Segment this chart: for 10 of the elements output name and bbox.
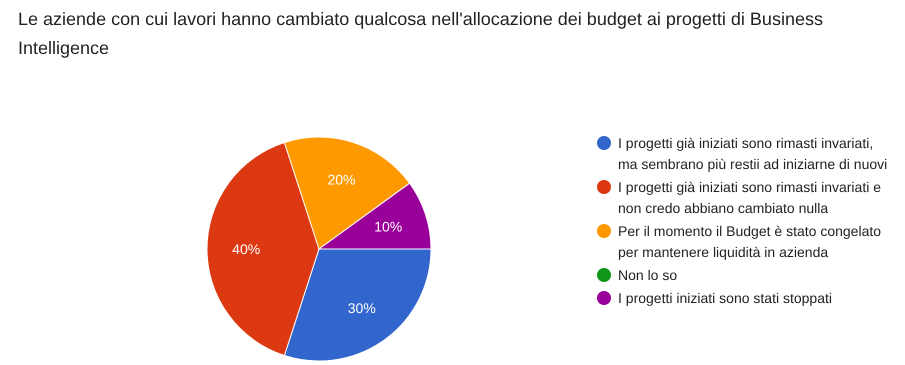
chart-title: Le aziende con cui lavori hanno cambiato qualcosa nell'allocazione dei budget ai progetti di Business Intelligence	[18, 9, 823, 58]
legend-label: I progetti già iniziati sono rimasti invariati e non credo abbiano cambiato nulla	[618, 179, 882, 216]
legend-label: I progetti iniziati sono stati stoppati	[618, 290, 832, 306]
legend-label: Non lo so	[618, 267, 678, 283]
legend-label: I progetti già iniziati sono rimasti invariati, ma sembrano più restii ad iniziarne di nuovi	[618, 135, 888, 172]
data-label: 30%	[348, 300, 376, 316]
legend-label: Per il momento il Budget è stato congelato per mantenere liquidità in azienda	[618, 223, 882, 260]
data-label: 10%	[374, 218, 402, 234]
data-label: 20%	[327, 172, 356, 188]
data-label: 40%	[232, 240, 260, 257]
